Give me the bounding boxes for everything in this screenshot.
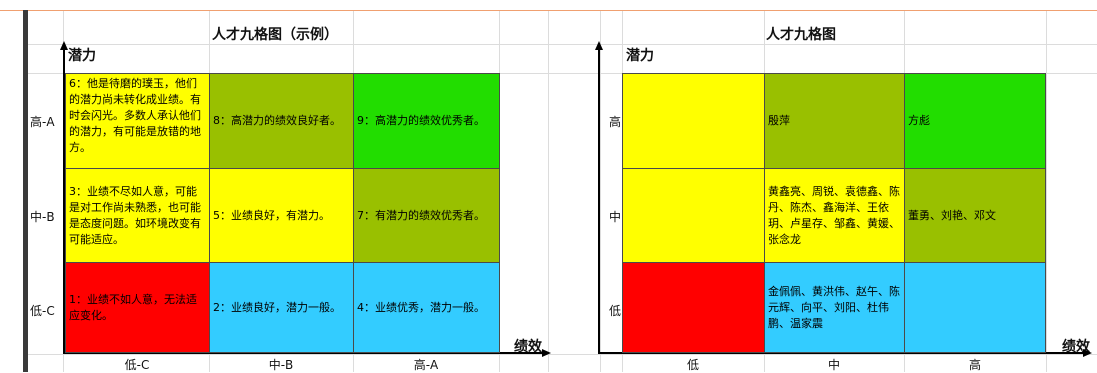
right-col-label-mid: 中 xyxy=(827,358,840,372)
cell-text: 4：业绩优秀，潜力一般。 xyxy=(357,300,485,314)
left-cell-6: 6：他是待磨的璞玉，他们的潜力尚未转化成业绩。有时会闪光。多数人承认他们的潜力，… xyxy=(65,73,210,169)
grid-line xyxy=(28,73,1097,74)
cell-text: 3：业绩不尽如人意，可能是对工作尚未熟悉，也可能是态度问题。如环境改变有可能适应… xyxy=(69,184,201,246)
right-y-axis xyxy=(598,48,600,353)
right-cell-mid-mid: 黄鑫亮、周锐、袁德鑫、陈丹、陈杰、鑫海洋、王依玥、卢星存、邹鑫、黄媛、张念龙 xyxy=(764,168,905,263)
left-cell-3: 3：业绩不尽如人意，可能是对工作尚未熟悉，也可能是态度问题。如环境改变有可能适应… xyxy=(65,168,210,263)
right-x-axis xyxy=(598,352,1084,354)
right-cell-mid-low xyxy=(622,168,765,263)
left-x-axis xyxy=(63,352,543,354)
right-cell-low-mid: 金佩佩、黄洪伟、赵午、陈元辉、向平、刘阳、杜伟鹏、温家震 xyxy=(764,262,905,353)
grid-line xyxy=(548,11,549,372)
cell-text: 6：他是待磨的璞玉，他们的潜力尚未转化成业绩。有时会闪光。多数人承认他们的潜力，… xyxy=(69,77,201,154)
left-cell-8: 8：高潜力的绩效良好者。 xyxy=(209,73,354,169)
left-cell-4: 4：业绩优秀，潜力一般。 xyxy=(353,262,500,353)
cell-text: 2：业绩良好，潜力一般。 xyxy=(213,300,341,314)
right-x-arrow-icon xyxy=(1083,349,1092,357)
cell-text: 金佩佩、黄洪伟、赵午、陈元辉、向平、刘阳、杜伟鹏、温家震 xyxy=(768,284,900,330)
left-row-label-low: 低-C xyxy=(30,304,55,318)
row-header-bar xyxy=(23,10,28,372)
right-cell-high-high: 方彪 xyxy=(904,73,1046,169)
right-cell-high-mid: 殷萍 xyxy=(764,73,905,169)
left-row-label-high: 高-A xyxy=(30,115,55,129)
right-cell-low-low xyxy=(622,262,765,353)
cell-text: 7：有潜力的绩效优秀者。 xyxy=(357,208,485,222)
cell-text: 5：业绩良好，有潜力。 xyxy=(213,208,330,222)
left-cell-2: 2：业绩良好，潜力一般。 xyxy=(209,262,354,353)
left-y-arrow-icon xyxy=(60,41,68,50)
right-cell-mid-high: 董勇、刘艳、邓文 xyxy=(904,168,1046,263)
cell-text: 1：业绩不如人意，无法适应变化。 xyxy=(69,292,197,322)
right-y-axis-label: 潜力 xyxy=(626,48,654,64)
right-cell-high-low xyxy=(622,73,765,169)
right-cell-low-high xyxy=(904,262,1046,353)
left-col-label-high: 高-A xyxy=(413,358,439,372)
cell-text: 8：高潜力的绩效良好者。 xyxy=(213,114,341,127)
left-x-axis-label: 绩效 xyxy=(514,339,542,355)
right-col-label-low: 低 xyxy=(686,358,699,372)
left-y-axis xyxy=(63,48,65,353)
grid-line xyxy=(600,11,601,372)
cell-text: 董勇、刘艳、邓文 xyxy=(908,208,996,222)
left-cell-1: 1：业绩不如人意，无法适应变化。 xyxy=(65,262,210,353)
right-row-label-mid: 中 xyxy=(609,210,622,224)
grid-line xyxy=(28,354,1097,355)
grid-line xyxy=(1046,11,1047,372)
left-row-label-mid: 中-B xyxy=(30,210,55,224)
left-x-arrow-icon xyxy=(542,349,551,357)
right-y-arrow-icon xyxy=(595,41,603,50)
left-cell-5: 5：业绩良好，有潜力。 xyxy=(209,168,354,263)
left-col-label-mid: 中-B xyxy=(268,358,294,372)
left-cell-9: 9：高潜力的绩效优秀者。 xyxy=(353,73,500,169)
right-title: 人才九格图 xyxy=(766,27,836,43)
right-row-label-high: 高 xyxy=(609,115,622,129)
right-row-label-low: 低 xyxy=(609,304,622,318)
cell-text: 黄鑫亮、周锐、袁德鑫、陈丹、陈杰、鑫海洋、王依玥、卢星存、邹鑫、黄媛、张念龙 xyxy=(768,184,900,246)
header-rule xyxy=(0,10,1097,11)
left-cell-7: 7：有潜力的绩效优秀者。 xyxy=(353,168,500,263)
cell-text: 方彪 xyxy=(908,114,930,127)
left-y-axis-label: 潜力 xyxy=(68,48,96,64)
right-col-label-high: 高 xyxy=(968,358,981,372)
cell-text: 殷萍 xyxy=(768,114,790,127)
grid-line xyxy=(28,44,1097,45)
left-title: 人才九格图（示例） xyxy=(212,27,338,43)
left-col-label-low: 低-C xyxy=(124,358,150,372)
cell-text: 9：高潜力的绩效优秀者。 xyxy=(357,114,485,127)
